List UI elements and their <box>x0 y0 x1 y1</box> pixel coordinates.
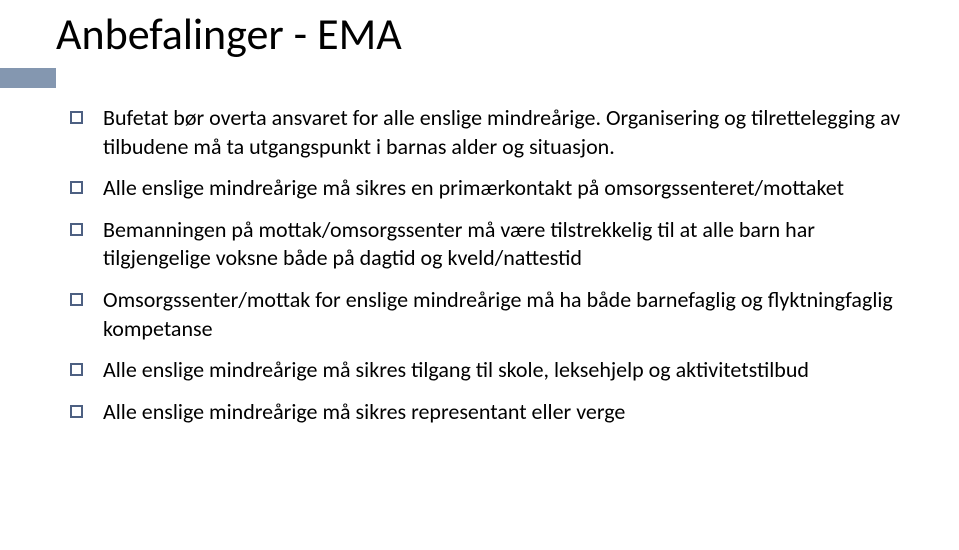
list-item: Alle enslige mindreårige må sikres tilga… <box>70 356 919 385</box>
bullet-text: Bemanningen på mottak/omsorgssenter må v… <box>103 216 919 273</box>
bullet-marker-icon <box>70 405 83 418</box>
bullet-marker-icon <box>70 223 83 236</box>
bullet-marker-icon <box>70 181 83 194</box>
list-item: Omsorgssenter/mottak for enslige mindreå… <box>70 286 919 343</box>
list-item: Bufetat bør overta ansvaret for alle ens… <box>70 104 919 161</box>
list-item: Alle enslige mindreårige må sikres repre… <box>70 398 919 427</box>
bullet-text: Alle enslige mindreårige må sikres repre… <box>103 398 625 427</box>
bullet-marker-icon <box>70 111 83 124</box>
bullet-text: Bufetat bør overta ansvaret for alle ens… <box>103 104 919 161</box>
bullet-text: Alle enslige mindreårige må sikres tilga… <box>103 356 809 385</box>
accent-bar <box>0 68 56 88</box>
bullet-marker-icon <box>70 363 83 376</box>
bullet-list: Bufetat bør overta ansvaret for alle ens… <box>70 104 919 439</box>
bullet-text: Omsorgssenter/mottak for enslige mindreå… <box>103 286 919 343</box>
slide: Anbefalinger - EMA Bufetat bør overta an… <box>0 0 959 550</box>
bullet-text: Alle enslige mindreårige må sikres en pr… <box>103 174 844 203</box>
list-item: Bemanningen på mottak/omsorgssenter må v… <box>70 216 919 273</box>
bullet-marker-icon <box>70 293 83 306</box>
slide-title: Anbefalinger - EMA <box>56 10 402 58</box>
list-item: Alle enslige mindreårige må sikres en pr… <box>70 174 919 203</box>
